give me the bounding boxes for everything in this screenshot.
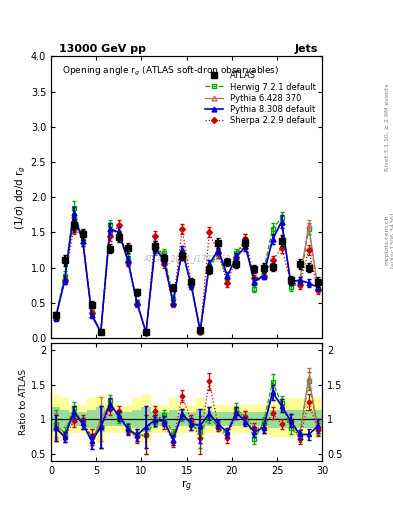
X-axis label: r$_g$: r$_g$ <box>181 478 192 494</box>
Text: ATLAS_2019_I1772062: ATLAS_2019_I1772062 <box>143 254 230 264</box>
Y-axis label: (1/σ) dσ/d r$_g$: (1/σ) dσ/d r$_g$ <box>13 164 28 230</box>
Text: mcplots.cern.ch: mcplots.cern.ch <box>385 214 389 265</box>
Text: Opening angle r$_g$ (ATLAS soft-drop observables): Opening angle r$_g$ (ATLAS soft-drop obs… <box>62 65 279 78</box>
Legend: ATLAS, Herwig 7.2.1 default, Pythia 6.428 370, Pythia 8.308 default, Sherpa 2.2.: ATLAS, Herwig 7.2.1 default, Pythia 6.42… <box>202 69 318 127</box>
Text: Jets: Jets <box>295 44 318 54</box>
Text: 13000 GeV pp: 13000 GeV pp <box>59 44 146 54</box>
Text: Rivet 3.1.10, ≥ 2.9M events: Rivet 3.1.10, ≥ 2.9M events <box>385 83 389 170</box>
Y-axis label: Ratio to ATLAS: Ratio to ATLAS <box>19 369 28 435</box>
Text: [arXiv:1306.3436]: [arXiv:1306.3436] <box>390 211 393 268</box>
